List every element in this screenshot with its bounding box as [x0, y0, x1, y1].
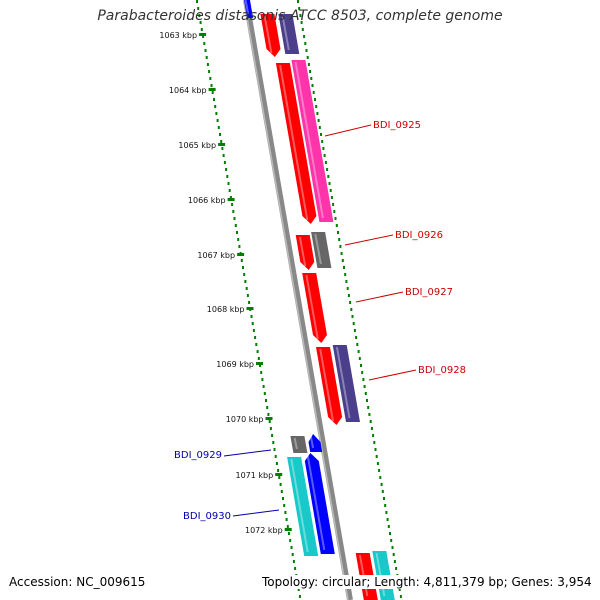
- gene-label-leader: [232, 509, 280, 517]
- scale-tick-mark: [237, 253, 245, 256]
- scale-tick-label: 1066 kbp: [188, 196, 226, 205]
- gene-arrow[interactable]: [260, 14, 281, 57]
- gene-label[interactable]: BDI_0929: [174, 450, 222, 461]
- scale-tick-label: 1068 kbp: [207, 305, 245, 314]
- gene-arrow-shine: [279, 64, 309, 221]
- scale-ticks: 1063 kbp 1064 kbp 1065 kbp 1066 kbp 1067 kbp…: [159, 31, 302, 590]
- gene-arrow[interactable]: [302, 273, 327, 343]
- scale-tick-mark: [256, 362, 263, 365]
- gene-arrow-shine: [314, 233, 322, 265]
- gene-arrow-shine: [319, 348, 334, 422]
- page-title: Parabacteroides distasonis ATCC 8503, co…: [97, 8, 503, 24]
- gene-label-leader: [324, 124, 372, 137]
- gene-arrow[interactable]: [243, 0, 254, 18]
- gene-arrow-shine: [244, 0, 250, 15]
- gene-labels: BDI_0925 BDI_0926 BDI_0927 BDI_0928 BDI_0929…: [174, 120, 466, 522]
- gene-track: [243, 0, 395, 600]
- backbone-highlight: [243, 0, 349, 600]
- gene-label-leader: [344, 234, 394, 246]
- scale-tick-mark: [227, 198, 235, 201]
- gene-label[interactable]: BDI_0928: [418, 365, 466, 376]
- gene-arrow-shine: [263, 15, 273, 54]
- scale-tick-label: 1067 kbp: [197, 251, 235, 260]
- gene-arrow-shine: [298, 236, 307, 267]
- gene-label-leader: [368, 369, 417, 381]
- gene-label[interactable]: BDI_0925: [373, 120, 421, 131]
- gene-arrow[interactable]: [304, 453, 335, 554]
- gene-arrow-shine: [290, 458, 309, 553]
- gene-arrow-shine: [306, 454, 326, 551]
- gene-arrow[interactable]: [275, 63, 317, 224]
- scale-tick-mark: [275, 473, 283, 476]
- scale-tick-mark: [208, 88, 216, 91]
- gene-label-leader: [355, 291, 404, 303]
- scale-tick-label: 1064 kbp: [169, 86, 207, 95]
- gene-arrow-shine: [335, 346, 351, 419]
- gene-label[interactable]: BDI_0926: [395, 230, 443, 241]
- summary-text: Topology: circular; Length: 4,811,379 bp…: [262, 575, 592, 589]
- scale-tick-label: 1063 kbp: [159, 31, 197, 40]
- gene-arrow-shine: [281, 15, 290, 51]
- gene-arrow-shine: [293, 437, 298, 450]
- scale-dot-track: [196, 0, 402, 598]
- gene-arrow[interactable]: [295, 235, 315, 270]
- scale-tick-mark: [218, 143, 226, 146]
- gene-arrow[interactable]: [308, 434, 323, 452]
- gene-arrow[interactable]: [316, 347, 343, 425]
- genome-backbone: [243, 0, 353, 600]
- gene-arrow[interactable]: [311, 232, 332, 268]
- gene-arrow[interactable]: [332, 345, 360, 422]
- gene-arrow[interactable]: [290, 436, 308, 453]
- gene-arrow[interactable]: [278, 14, 300, 54]
- gene-label[interactable]: BDI_0930: [183, 511, 231, 522]
- gene-label[interactable]: BDI_0927: [405, 287, 453, 298]
- scale-tick-label: 1072 kbp: [245, 526, 283, 535]
- scale-tick-mark: [199, 33, 207, 36]
- scale-tick-mark: [284, 528, 292, 531]
- scale-tick-mark: [265, 417, 273, 420]
- gene-arrow-shine: [294, 61, 324, 219]
- scale-tick-label: 1070 kbp: [226, 415, 264, 424]
- scale-tick-mark: [246, 307, 254, 310]
- accession-text: Accession: NC_009615: [9, 575, 146, 589]
- scale-tick-label: 1069 kbp: [216, 360, 254, 369]
- scale-tick-label: 1071 kbp: [235, 471, 273, 480]
- gene-arrow-shine: [305, 274, 319, 340]
- gene-arrow-shine: [309, 435, 315, 449]
- gene-label-leader: [223, 449, 272, 457]
- gene-arrow[interactable]: [291, 60, 334, 222]
- gene-arrow[interactable]: [287, 457, 319, 556]
- scale-tick-label: 1065 kbp: [178, 141, 216, 150]
